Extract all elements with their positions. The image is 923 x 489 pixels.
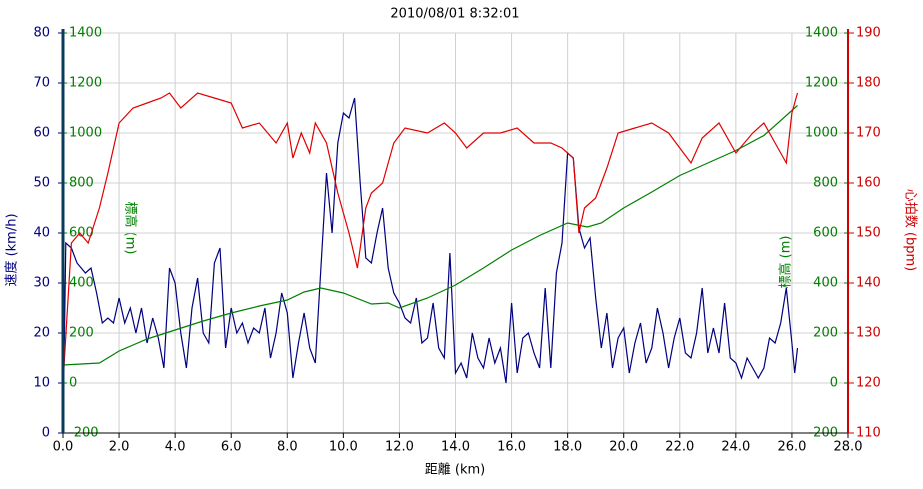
y2-tick-label: 600 (69, 226, 94, 241)
y3-tick-label: 180 (856, 76, 881, 91)
x-tick-label: 0.0 (53, 440, 74, 455)
x-tick-label: 16.0 (497, 440, 526, 455)
y2-tick-label: 0 (69, 376, 77, 391)
y2-tick-label: 1000 (805, 126, 838, 141)
x-tick-label: 14.0 (441, 440, 470, 455)
x-tick-label: 4.0 (165, 440, 186, 455)
y2-axis-title: 標高 (m) (123, 202, 139, 255)
y-axis-title: 速度 (km/h) (4, 213, 20, 286)
series-line (62, 105, 798, 366)
x-tick-label: 26.0 (777, 440, 806, 455)
y3-tick-label: 170 (856, 126, 881, 141)
x-tick-label: 6.0 (221, 440, 242, 455)
x-tick-label: 18.0 (553, 440, 582, 455)
y2-tick-label: 400 (69, 276, 94, 291)
y2-tick-label: 200 (69, 326, 94, 341)
y3-tick-label: 140 (856, 276, 881, 291)
y3-tick-label: 110 (856, 426, 881, 441)
x-tick-label: 20.0 (609, 440, 638, 455)
x-tick-label: 2.0 (109, 440, 130, 455)
y2-tick-label: 1000 (69, 126, 102, 141)
y-tick-label: 20 (33, 326, 50, 341)
y2-tick-label: 1200 (805, 76, 838, 91)
y3-tick-label: 130 (856, 326, 881, 341)
y3-tick-label: 150 (856, 226, 881, 241)
y-tick-label: 30 (33, 276, 50, 291)
x-axis-title: 距離 (km) (425, 463, 485, 478)
y-tick-label: 40 (33, 226, 50, 241)
series-line (62, 97, 799, 434)
y2-tick-label: 800 (813, 176, 838, 191)
y2-tick-label: 400 (813, 276, 838, 291)
y2-tick-label: 1200 (69, 76, 102, 91)
y2-axis-title: 標高 (m) (778, 236, 794, 289)
series-line (62, 92, 799, 384)
y-tick-label: 80 (33, 26, 50, 41)
y2-tick-label: 1400 (805, 26, 838, 41)
y2-tick-label: 800 (69, 176, 94, 191)
y-tick-label: 60 (33, 126, 50, 141)
chart-title: 2010/08/01 8:32:01 (390, 7, 519, 22)
x-tick-label: 28.0 (834, 440, 863, 455)
y3-tick-label: 120 (856, 376, 881, 391)
y3-tick-label: 160 (856, 176, 881, 191)
y3-tick-label: 190 (856, 26, 881, 41)
y2-tick-label: 0 (830, 376, 838, 391)
x-tick-label: 24.0 (721, 440, 750, 455)
y-tick-label: 10 (33, 376, 50, 391)
x-tick-label: 8.0 (277, 440, 298, 455)
x-tick-label: 12.0 (385, 440, 414, 455)
x-tick-label: 22.0 (665, 440, 694, 455)
y2-tick-label: 1400 (69, 26, 102, 41)
y2-tick-label: 600 (813, 226, 838, 241)
y-tick-label: 70 (33, 76, 50, 91)
y-tick-label: 0 (42, 426, 50, 441)
y3-axis-title: 心拍数 (bpm) (903, 189, 918, 271)
x-tick-label: 10.0 (329, 440, 358, 455)
y2-tick-label: 200 (813, 326, 838, 341)
y-tick-label: 50 (33, 176, 50, 191)
